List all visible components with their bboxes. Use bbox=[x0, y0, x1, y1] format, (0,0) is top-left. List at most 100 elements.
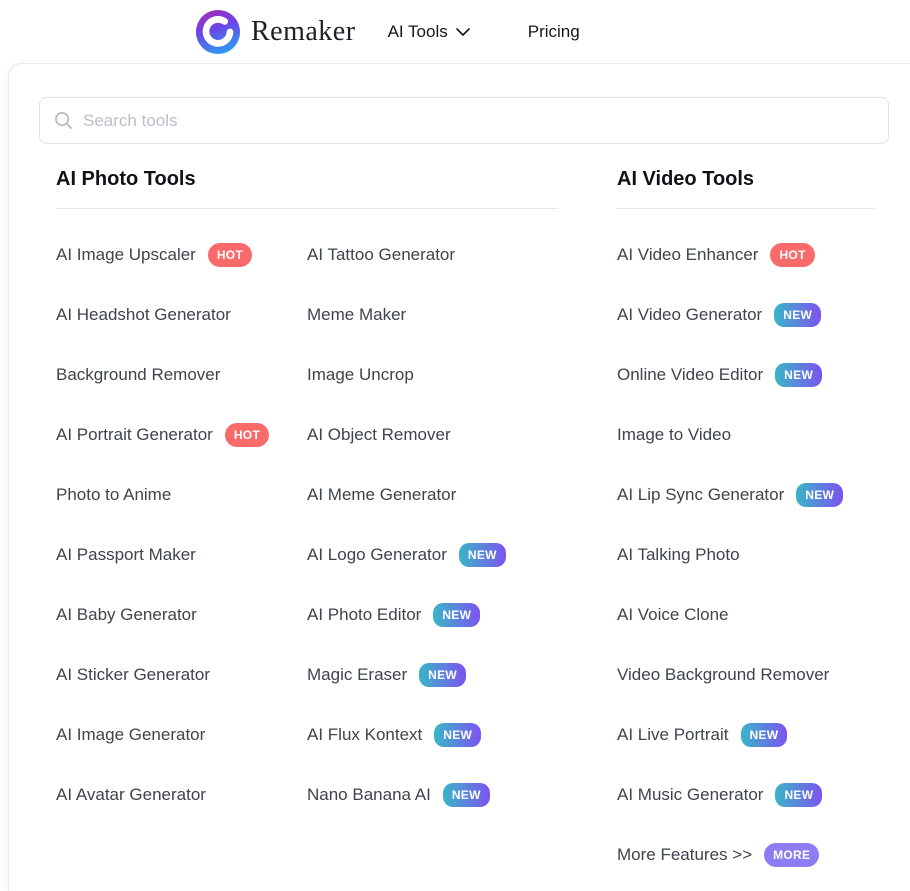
tool-columns: AI Image Upscaler HOT AI Headshot Generato… bbox=[56, 225, 558, 825]
tool-label: AI Live Portrait bbox=[617, 725, 729, 744]
tool-item-ai-music-generator[interactable]: AI Music Generator NEW bbox=[617, 765, 875, 825]
tool-item-online-video-editor[interactable]: Online Video Editor NEW bbox=[617, 345, 875, 405]
tool-item-ai-video-enhancer[interactable]: AI Video Enhancer HOT bbox=[617, 225, 875, 285]
tool-item-ai-portrait-generator[interactable]: AI Portrait Generator HOT bbox=[56, 405, 307, 465]
tool-item-nano-banana-ai[interactable]: Nano Banana AI NEW bbox=[307, 765, 558, 825]
ai-tools-dropdown-panel: AI Photo Tools AI Image Upscaler HOT AI Hea… bbox=[8, 63, 910, 891]
tool-item-photo-to-anime[interactable]: Photo to Anime bbox=[56, 465, 307, 525]
top-nav-bar: Remaker AI Tools Pricing bbox=[0, 0, 910, 63]
nav-pricing-label: Pricing bbox=[527, 21, 580, 41]
tool-label: Online Video Editor bbox=[617, 365, 764, 384]
tool-label: Nano Banana AI bbox=[307, 785, 431, 804]
brand-logo-link[interactable]: Remaker bbox=[195, 9, 356, 55]
tool-label: AI Image Generator bbox=[56, 725, 206, 744]
section-title-ai-video-tools: AI Video Tools bbox=[617, 168, 755, 190]
tool-item-ai-headshot-generator[interactable]: AI Headshot Generator bbox=[56, 285, 307, 345]
tool-label: Magic Eraser bbox=[307, 665, 408, 684]
tool-item-ai-voice-clone[interactable]: AI Voice Clone bbox=[617, 585, 875, 645]
badge-new: NEW bbox=[796, 483, 844, 507]
search-box[interactable] bbox=[39, 97, 889, 144]
tool-item-image-to-video[interactable]: Image to Video bbox=[617, 405, 875, 465]
tool-item-meme-maker[interactable]: Meme Maker bbox=[307, 285, 558, 345]
tool-label: AI Baby Generator bbox=[56, 605, 197, 624]
tool-label: AI Sticker Generator bbox=[56, 665, 211, 684]
nav-ai-tools[interactable]: AI Tools bbox=[388, 12, 470, 52]
tool-columns: AI Video Enhancer HOT AI Video Generator NE… bbox=[617, 225, 875, 885]
tool-item-ai-talking-photo[interactable]: AI Talking Photo bbox=[617, 525, 875, 585]
main-nav: AI Tools Pricing bbox=[388, 12, 580, 52]
tool-item-ai-lip-sync-generator[interactable]: AI Lip Sync Generator NEW bbox=[617, 465, 875, 525]
badge-new: NEW bbox=[458, 543, 506, 567]
tool-label: Video Background Remover bbox=[617, 665, 830, 684]
nav-pricing[interactable]: Pricing bbox=[528, 12, 580, 52]
remaker-logo-icon bbox=[195, 9, 241, 54]
tool-item-background-remover[interactable]: Background Remover bbox=[56, 345, 307, 405]
badge-new: NEW bbox=[419, 663, 467, 687]
tool-item-ai-live-portrait[interactable]: AI Live Portrait NEW bbox=[617, 705, 875, 765]
tool-item-ai-sticker-generator[interactable]: AI Sticker Generator bbox=[56, 645, 307, 705]
section-divider bbox=[617, 208, 875, 209]
section-ai-photo-tools: AI Photo Tools AI Image Upscaler HOT AI Hea… bbox=[56, 168, 558, 885]
tool-label: AI Portrait Generator bbox=[56, 425, 213, 444]
tool-item-ai-logo-generator[interactable]: AI Logo Generator NEW bbox=[307, 525, 558, 585]
tool-item-ai-passport-maker[interactable]: AI Passport Maker bbox=[56, 525, 307, 585]
tool-label: AI Image Upscaler bbox=[56, 245, 196, 264]
tool-label: AI Object Remover bbox=[307, 425, 451, 444]
tool-item-video-background-remover[interactable]: Video Background Remover bbox=[617, 645, 875, 705]
badge-new: NEW bbox=[433, 603, 481, 627]
tool-label: AI Headshot Generator bbox=[56, 305, 231, 324]
section-ai-video-tools: AI Video Tools AI Video Enhancer HOT AI Vid… bbox=[617, 168, 875, 885]
badge-hot: HOT bbox=[207, 243, 253, 267]
tool-label: AI Logo Generator bbox=[307, 545, 447, 564]
tool-item-ai-baby-generator[interactable]: AI Baby Generator bbox=[56, 585, 307, 645]
tool-label: AI Tattoo Generator bbox=[307, 245, 456, 264]
tool-label: AI Music Generator bbox=[617, 785, 764, 804]
tool-label: Meme Maker bbox=[307, 305, 407, 324]
badge-new: NEW bbox=[774, 303, 822, 327]
tool-label: Image to Video bbox=[617, 425, 732, 444]
tool-item-ai-photo-editor[interactable]: AI Photo Editor NEW bbox=[307, 585, 558, 645]
tool-item-ai-image-upscaler[interactable]: AI Image Upscaler HOT bbox=[56, 225, 307, 285]
tool-label: AI Avatar Generator bbox=[56, 785, 206, 804]
tool-label: AI Lip Sync Generator bbox=[617, 485, 785, 504]
badge-new: NEW bbox=[775, 783, 823, 807]
tool-column: AI Image Upscaler HOT AI Headshot Generato… bbox=[56, 225, 307, 825]
tool-label: AI Meme Generator bbox=[307, 485, 457, 504]
tool-item-ai-tattoo-generator[interactable]: AI Tattoo Generator bbox=[307, 225, 558, 285]
badge-new: NEW bbox=[740, 723, 788, 747]
tool-item-ai-avatar-generator[interactable]: AI Avatar Generator bbox=[56, 765, 307, 825]
badge-hot: HOT bbox=[770, 243, 815, 267]
tool-item-magic-eraser[interactable]: Magic Eraser NEW bbox=[307, 645, 558, 705]
tool-label: AI Talking Photo bbox=[617, 545, 740, 564]
tool-label: Image Uncrop bbox=[307, 365, 414, 384]
tool-column: AI Video Enhancer HOT AI Video Generator NE… bbox=[617, 225, 875, 885]
search-input[interactable] bbox=[83, 110, 874, 131]
tool-item-ai-flux-kontext[interactable]: AI Flux Kontext NEW bbox=[307, 705, 558, 765]
badge-more: MORE bbox=[764, 843, 820, 867]
tool-label: Photo to Anime bbox=[56, 485, 172, 504]
badge-hot: HOT bbox=[224, 423, 270, 447]
chevron-down-icon bbox=[455, 27, 470, 36]
tool-item-more-features[interactable]: More Features >> MORE bbox=[617, 825, 875, 885]
sections: AI Photo Tools AI Image Upscaler HOT AI Hea… bbox=[9, 144, 910, 885]
tool-label: AI Video Generator bbox=[617, 305, 763, 324]
tool-item-ai-video-generator[interactable]: AI Video Generator NEW bbox=[617, 285, 875, 345]
tool-item-image-uncrop[interactable]: Image Uncrop bbox=[307, 345, 558, 405]
tool-item-ai-image-generator[interactable]: AI Image Generator bbox=[56, 705, 307, 765]
tool-label: AI Flux Kontext bbox=[307, 725, 423, 744]
nav-ai-tools-label: AI Tools bbox=[387, 21, 448, 41]
tool-label: Background Remover bbox=[56, 365, 221, 384]
tool-label: AI Passport Maker bbox=[56, 545, 196, 564]
tool-column: AI Tattoo Generator Meme Maker Image Uncro… bbox=[307, 225, 558, 825]
section-divider bbox=[56, 208, 558, 209]
search-icon bbox=[55, 112, 72, 129]
badge-new: NEW bbox=[775, 363, 823, 387]
badge-new: NEW bbox=[442, 783, 490, 807]
tool-item-ai-meme-generator[interactable]: AI Meme Generator bbox=[307, 465, 558, 525]
brand-name: Remaker bbox=[251, 15, 356, 47]
tool-label: AI Photo Editor bbox=[307, 605, 422, 624]
section-title-ai-photo-tools: AI Photo Tools bbox=[56, 168, 196, 190]
badge-new: NEW bbox=[434, 723, 482, 747]
tool-label: AI Video Enhancer bbox=[617, 245, 759, 264]
tool-item-ai-object-remover[interactable]: AI Object Remover bbox=[307, 405, 558, 465]
